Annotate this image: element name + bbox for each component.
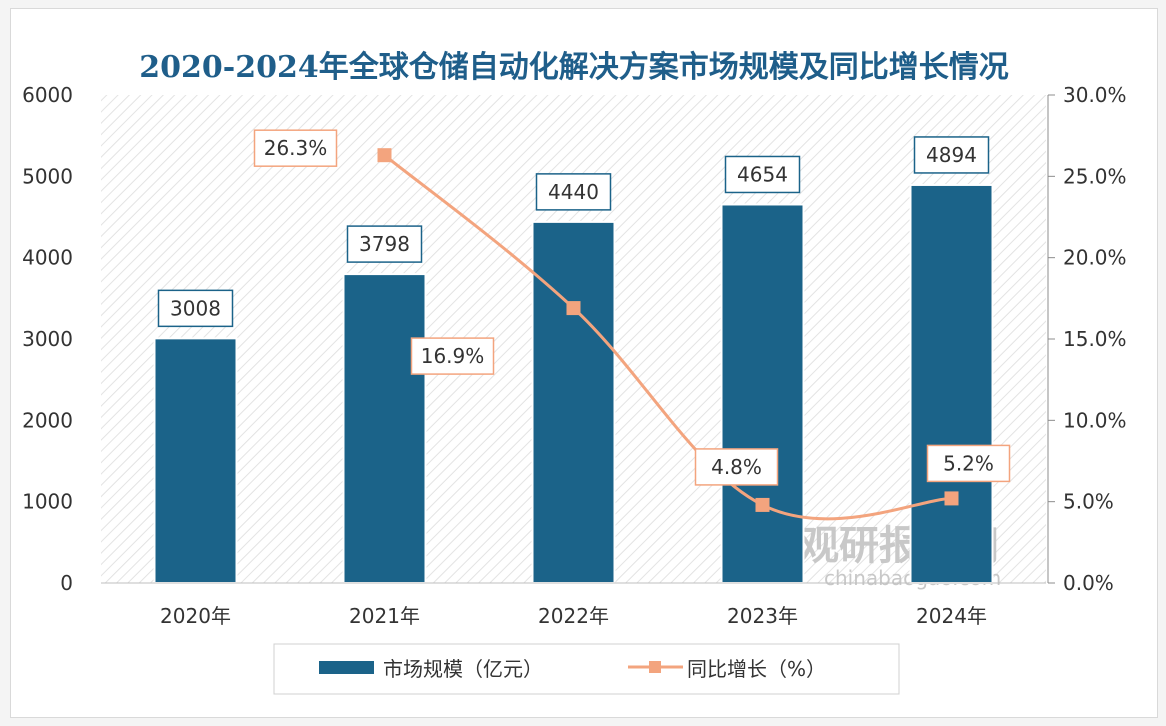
legend-box [273,643,900,695]
y-tick-label: 2000 [22,408,73,432]
y-tick-label: 1000 [22,490,73,514]
y-axis-right: 0.0% 5.0% 10.0% 15.0% 20.0% 25.0% 30.0% [1047,83,1127,595]
bar-data-label: 4894 [926,143,977,167]
x-tick-label: 2023年 [727,604,798,628]
line-data-label-box [694,448,779,486]
bar [909,183,994,584]
legend-bar-label: 市场规模（亿元） [383,657,543,681]
chart-svg: 2020-2024年全球仓储自动化解决方案市场规模及同比增长情况 观研报告网 c… [22,50,1127,695]
x-tick-label: 2020年 [160,604,231,628]
bar-data-label: 4440 [548,180,599,204]
y2-tick-label: 30.0% [1063,83,1127,107]
x-tick-label: 2024年 [916,604,987,628]
chart-title: 2020-2024年全球仓储自动化解决方案市场规模及同比增长情况 [139,50,1008,85]
line-marker [944,491,959,506]
line-marker [566,301,581,316]
y2-tick-label: 20.0% [1063,246,1127,270]
bar [531,220,616,584]
y2-tick-label: 5.0% [1063,490,1114,514]
legend-line-label: 同比增长（%） [687,657,826,681]
y-tick-label: 0 [60,571,73,595]
line-data-label: 26.3% [264,136,328,160]
chart-frame: 2020-2024年全球仓储自动化解决方案市场规模及同比增长情况 观研报告网 c… [10,8,1158,718]
line-data-label-box [926,444,1011,483]
legend: 市场规模（亿元） 同比增长（%） [273,643,900,695]
bar [720,203,805,584]
growth-line [383,154,952,521]
line-data-label: 5.2% [943,451,994,475]
y-axis-left: 0 1000 2000 3000 4000 5000 6000 [22,83,73,595]
bar-data-label-box [346,225,423,263]
line-series: 26.3% 16.9% 4.8% 5.2% [253,129,1011,521]
y-tick-label: 4000 [22,246,73,270]
x-tick-label: 2022年 [538,604,609,628]
x-tick-label: 2021年 [349,604,420,628]
y2-tick-label: 10.0% [1063,408,1127,432]
line-data-label: 4.8% [711,455,762,479]
bar-data-label: 4654 [737,162,788,186]
bar-data-label: 3008 [170,296,221,320]
line-data-label-box [253,129,338,167]
line-data-label-box [410,337,495,375]
y-tick-label: 3000 [22,327,73,351]
bar-data-label: 3798 [359,232,410,256]
bar [342,273,427,584]
bar-data-label-box [724,155,801,194]
bar-data-label-box [913,136,990,174]
line-marker [755,497,770,512]
legend-line-marker [649,661,661,673]
y-tick-label: 6000 [22,83,73,107]
bar-data-label-box [535,173,612,211]
line-marker [377,148,392,163]
bar-data-label-box [157,289,234,328]
y2-tick-label: 15.0% [1063,327,1127,351]
x-axis: 2020年 2021年 2022年 2023年 2024年 [101,582,1046,628]
y-tick-label: 5000 [22,164,73,188]
bar [153,337,238,584]
line-data-label: 16.9% [421,344,485,368]
legend-bar-swatch [319,661,374,674]
y2-tick-label: 0.0% [1063,571,1114,595]
y2-tick-label: 25.0% [1063,164,1127,188]
